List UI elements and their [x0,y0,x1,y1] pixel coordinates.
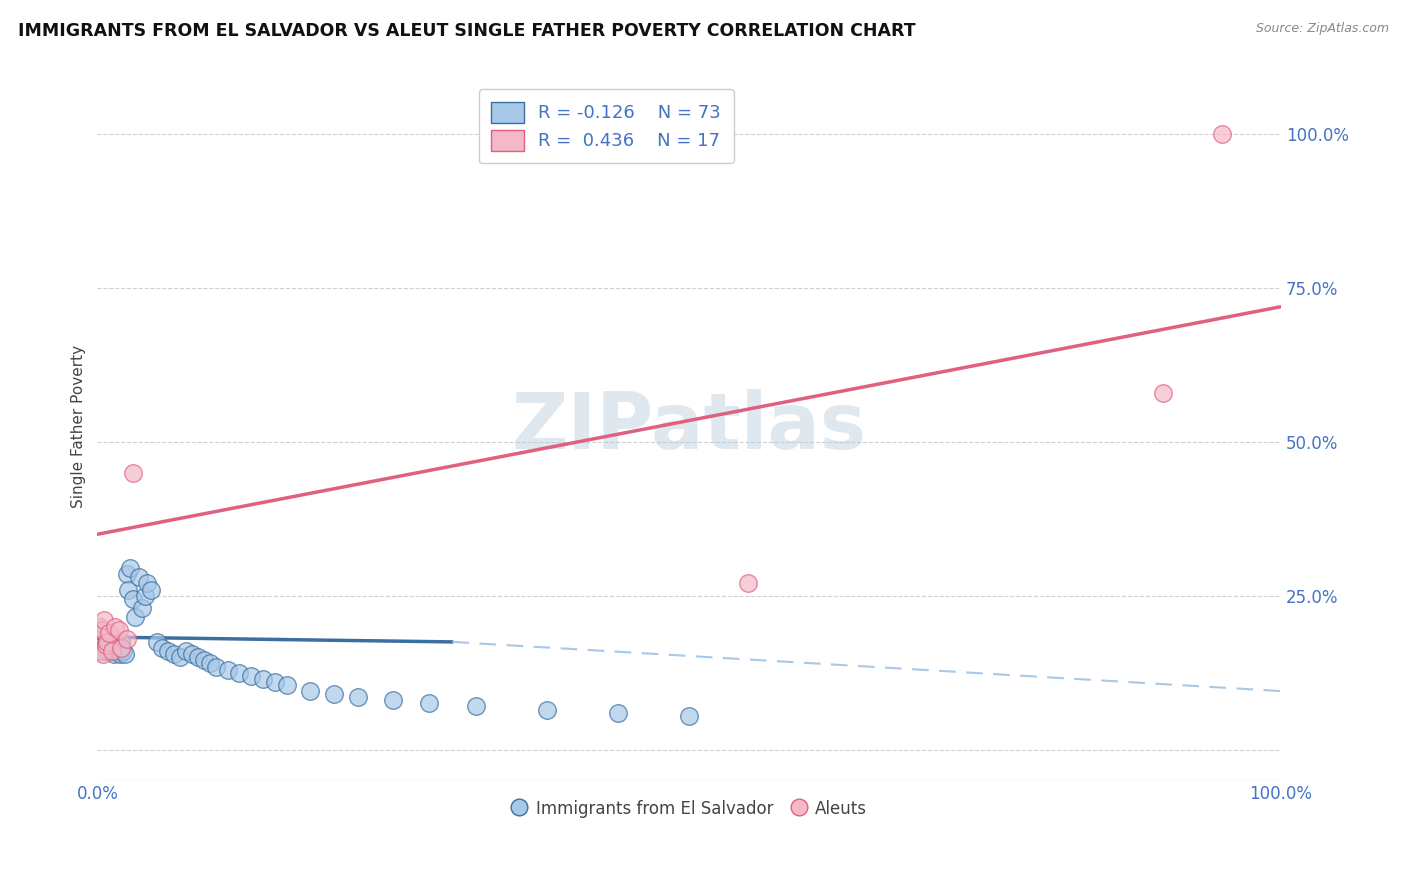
Point [1211,128,1233,142]
Point [134,589,156,603]
Point [100,644,122,658]
Point [204,659,226,673]
Point [111,641,134,656]
Point [120,561,142,575]
Point [98,635,121,649]
Point [121,466,143,480]
Point [98,629,121,643]
Point [110,635,132,649]
Point [94,638,117,652]
Point [276,678,298,692]
Point [240,669,263,683]
Point [91,635,114,649]
Point [198,657,221,671]
Point [1152,385,1174,400]
Point [101,644,124,658]
Point [152,641,174,656]
Point [252,672,274,686]
Point [89,625,111,640]
Point [96,644,118,658]
Point [228,665,250,680]
Point [94,629,117,643]
Point [678,708,700,723]
Point [91,623,114,637]
Point [105,641,128,656]
Point [98,625,121,640]
Point [115,632,138,646]
Point [91,623,114,637]
Point [187,650,209,665]
Point [131,601,153,615]
Point [100,632,122,646]
Point [98,638,121,652]
Point [93,635,115,649]
Point [98,644,121,658]
Point [103,638,125,652]
Point [107,638,129,652]
Point [91,641,114,656]
Point [465,699,488,714]
Point [418,697,440,711]
Point [90,644,112,658]
Point [104,644,127,658]
Text: IMMIGRANTS FROM EL SALVADOR VS ALEUT SINGLE FATHER POVERTY CORRELATION CHART: IMMIGRANTS FROM EL SALVADOR VS ALEUT SIN… [18,22,915,40]
Point [382,693,405,707]
Point [108,647,131,661]
Point [90,644,112,658]
Point [346,690,368,705]
Text: Source: ZipAtlas.com: Source: ZipAtlas.com [1256,22,1389,36]
Point [94,638,117,652]
Point [536,702,558,716]
Point [100,641,122,656]
Point [91,629,114,643]
Point [89,619,111,633]
Point [117,582,139,597]
Point [121,591,143,606]
Point [98,625,121,640]
Legend: Immigrants from El Salvador, Aleuts: Immigrants from El Salvador, Aleuts [505,794,875,825]
Point [737,576,759,591]
Point [107,623,129,637]
Point [169,650,191,665]
Point [96,635,118,649]
Point [110,641,132,656]
Point [136,576,159,591]
Point [115,567,138,582]
Point [91,647,114,661]
Point [97,632,120,646]
Y-axis label: Single Father Poverty: Single Father Poverty [72,345,86,508]
Point [93,644,115,658]
Point [607,706,630,720]
Point [217,663,239,677]
Point [163,647,186,661]
Point [128,570,150,584]
Point [93,613,115,627]
Point [96,635,118,649]
Point [90,632,112,646]
Point [104,635,127,649]
Point [114,647,136,661]
Point [145,635,167,649]
Point [101,635,124,649]
Point [97,641,120,656]
Point [174,644,197,658]
Point [91,638,114,652]
Point [157,644,180,658]
Point [299,684,322,698]
Point [104,619,127,633]
Point [181,647,204,661]
Text: ZIPatlas: ZIPatlas [512,389,866,465]
Point [323,687,346,701]
Point [264,674,287,689]
Point [112,644,135,658]
Point [139,582,162,597]
Point [103,647,125,661]
Point [124,610,146,624]
Point [107,644,129,658]
Point [193,653,215,667]
